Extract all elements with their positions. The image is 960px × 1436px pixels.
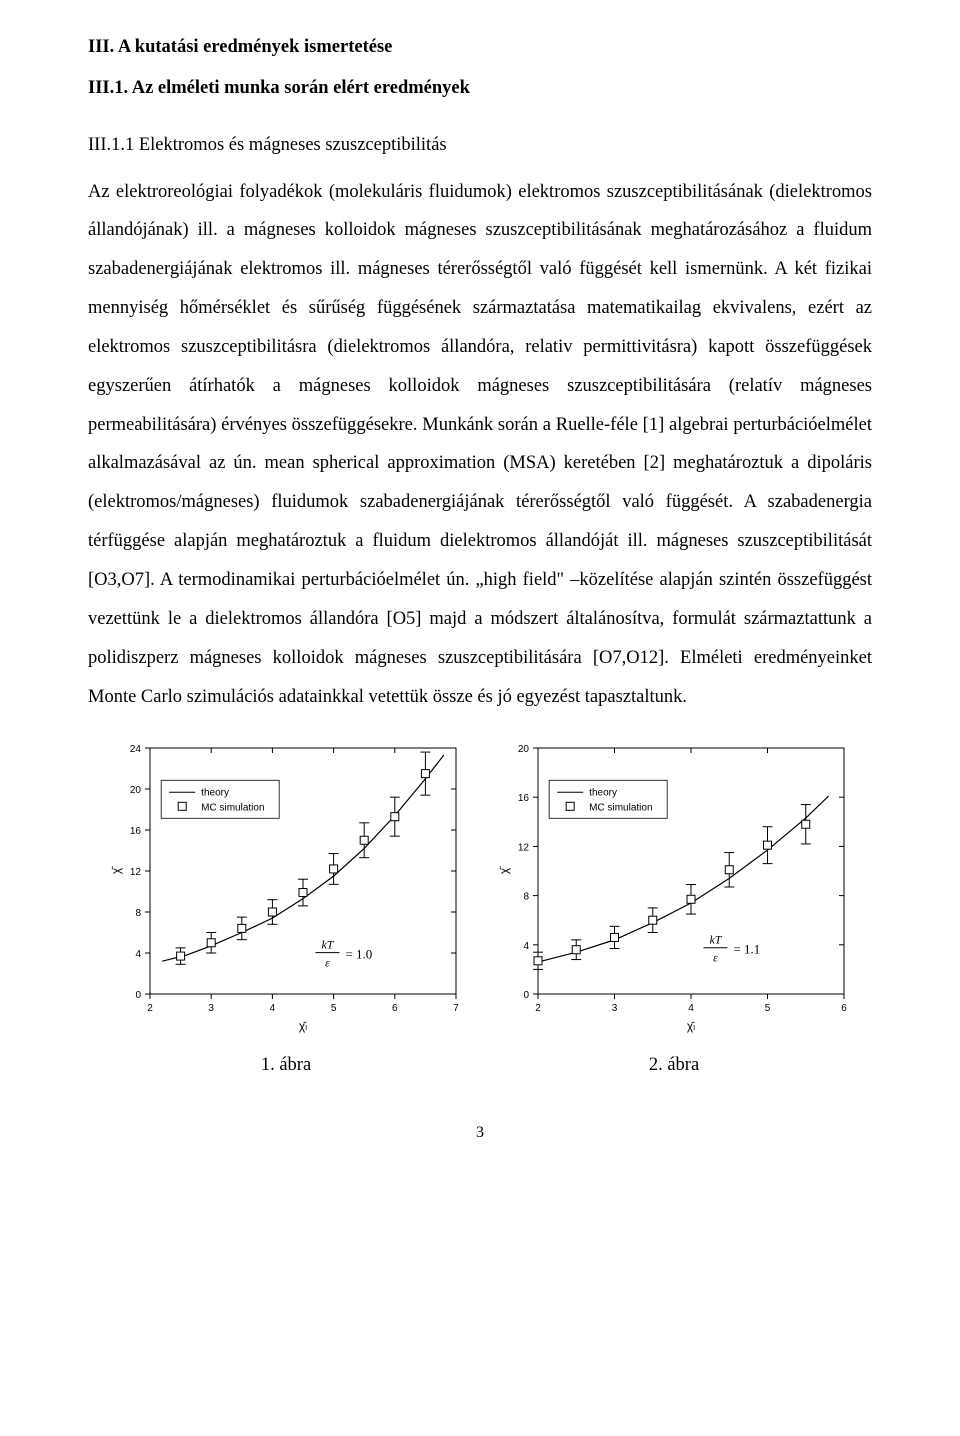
svg-text:2: 2	[535, 1003, 541, 1014]
svg-text:24: 24	[130, 744, 142, 755]
svg-text:16: 16	[518, 794, 530, 805]
section-heading: III. A kutatási eredmények ismertetése	[88, 28, 872, 67]
svg-text:χ̄: χ̄	[109, 866, 123, 874]
figure-2-caption: 2. ábra	[649, 1054, 699, 1076]
chart-1: 2 3 4 5 6 7 0 4 8 12 16 20 24 χ̄ₗ χ̄ theory MC simulatio…	[106, 738, 466, 1038]
svg-text:12: 12	[518, 843, 530, 854]
subsubsection-heading: III.1.1 Elektromos és mágneses szuszcept…	[88, 126, 872, 165]
svg-text:0: 0	[523, 990, 529, 1001]
figure-1-caption: 1. ábra	[261, 1054, 311, 1076]
svg-text:4: 4	[135, 949, 141, 960]
subsection-heading: III.1. Az elméleti munka során elért ere…	[88, 69, 872, 108]
svg-text:= 1.0: = 1.0	[345, 947, 372, 962]
svg-text:4: 4	[523, 941, 529, 952]
page-number: 3	[88, 1125, 872, 1141]
svg-text:5: 5	[331, 1003, 337, 1014]
figure-2: 2 3 4 5 6 0 4 8 12 16 20 χ̄ₗ χ̄ theory MC simulation kT…	[494, 738, 854, 1076]
svg-text:χ̄ₗ: χ̄ₗ	[299, 1019, 307, 1033]
svg-text:kT: kT	[709, 933, 722, 947]
svg-text:MC simulation: MC simulation	[201, 803, 264, 814]
svg-text:χ̄ₗ: χ̄ₗ	[687, 1019, 695, 1033]
svg-text:8: 8	[523, 892, 529, 903]
svg-text:7: 7	[453, 1003, 459, 1014]
svg-text:ε: ε	[713, 951, 718, 965]
svg-text:20: 20	[518, 744, 530, 755]
svg-text:8: 8	[135, 908, 141, 919]
svg-text:χ̄: χ̄	[497, 866, 511, 874]
svg-text:6: 6	[841, 1003, 847, 1014]
figure-1: 2 3 4 5 6 7 0 4 8 12 16 20 24 χ̄ₗ χ̄ theory MC simulatio…	[106, 738, 466, 1076]
svg-text:= 1.1: = 1.1	[733, 942, 760, 957]
svg-text:MC simulation: MC simulation	[589, 803, 652, 814]
svg-text:3: 3	[612, 1003, 618, 1014]
svg-text:5: 5	[765, 1003, 771, 1014]
chart-2: 2 3 4 5 6 0 4 8 12 16 20 χ̄ₗ χ̄ theory MC simulation kT…	[494, 738, 854, 1038]
svg-text:4: 4	[688, 1003, 694, 1014]
svg-text:4: 4	[270, 1003, 276, 1014]
figures-row: 23456704812162024χ̄ₗχ̄theoryMC simulatio…	[88, 738, 872, 1076]
body-paragraph: Az elektroreológiai folyadékok (molekulá…	[88, 173, 872, 717]
svg-text:theory: theory	[589, 788, 617, 799]
svg-text:6: 6	[392, 1003, 398, 1014]
svg-text:16: 16	[130, 826, 142, 837]
svg-text:12: 12	[130, 867, 142, 878]
svg-text:kT: kT	[321, 938, 334, 952]
svg-text:20: 20	[130, 785, 142, 796]
svg-text:theory: theory	[201, 788, 229, 799]
svg-text:ε: ε	[325, 956, 330, 970]
svg-text:2: 2	[147, 1003, 153, 1014]
svg-text:0: 0	[135, 990, 141, 1001]
svg-text:3: 3	[208, 1003, 214, 1014]
